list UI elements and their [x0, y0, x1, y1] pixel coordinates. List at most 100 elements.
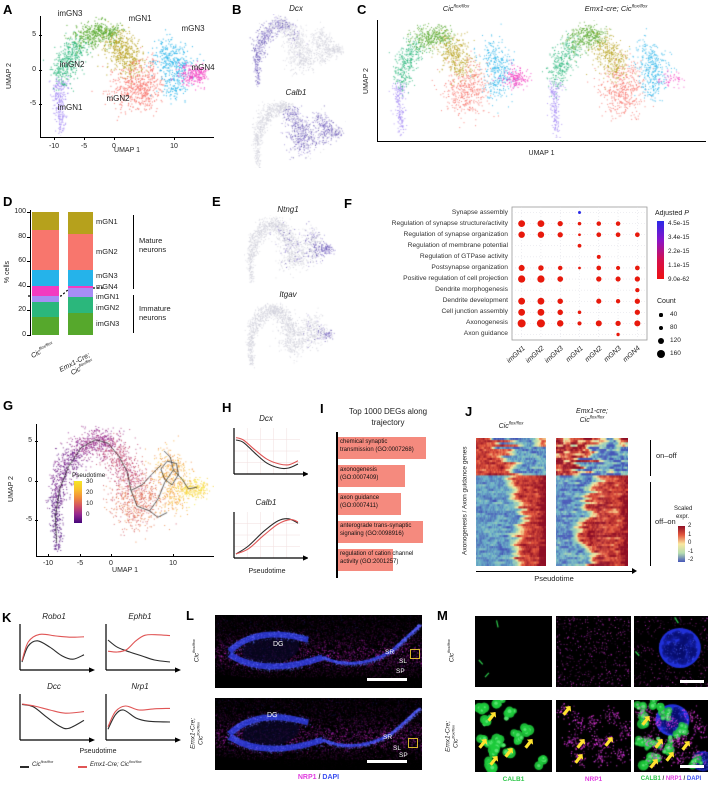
yellow-arrow-glyph	[641, 716, 650, 726]
panel-f-dot-Regulation of synapse structure/activity-imGN1	[518, 220, 526, 228]
panel-j-pseudotime-arrowhead	[632, 568, 637, 574]
panel-m-caption-nrp1: NRP1	[556, 776, 631, 783]
panel-l-hippocampus-control	[215, 615, 422, 688]
panel-k-x-axis-label: Pseudotime	[79, 748, 117, 755]
caption-nrp1: NRP1	[297, 774, 317, 781]
yellow-arrow-icon	[576, 739, 585, 749]
panel-d-y-axis-label: % cells	[3, 260, 11, 284]
panel-e-gene-title-itgav: Itgav	[279, 290, 297, 299]
curve-mutant	[235, 437, 299, 466]
panel-j-offon-bracket	[650, 482, 651, 566]
panel-g-xtick--5: -5	[76, 560, 84, 567]
yellow-arrow-icon	[649, 758, 659, 769]
caption-dapi: DAPI	[322, 774, 340, 781]
panel-f-term-0: Synapse assembly	[451, 208, 508, 216]
panel-f-dot-Regulation of synapse organization-mGN2	[596, 232, 602, 238]
curve-control	[21, 640, 85, 663]
panel-d-bar-1	[68, 212, 93, 335]
yellow-arrow-icon	[603, 736, 613, 747]
panel-d-segment-label-imGN1: imGN1	[96, 292, 120, 301]
panel-c-x-axis	[377, 141, 706, 142]
panel-b-dcx-feature-plot	[246, 14, 346, 88]
panel-f-count-dot-120	[657, 337, 665, 345]
panel-f-adjp-tick-0: 4.5e-15	[668, 220, 690, 227]
panel-f-dot-Dendrite development-mGN4	[634, 298, 641, 304]
panel-d-segment-label-mGN2: mGN2	[96, 247, 118, 256]
x-axis-arrowhead	[175, 737, 181, 743]
curve-control	[107, 709, 171, 730]
caption-calb1: CALB1	[502, 776, 525, 783]
panel-f-dot-Regulation of synapse organization-imGN3	[557, 232, 563, 238]
panel-l-dg-label-2: DG	[267, 712, 278, 719]
curve-control	[21, 703, 85, 730]
i-decor: flox/flox	[631, 3, 648, 9]
caption-slash: /	[316, 774, 323, 781]
caption-nrp1: NRP1	[665, 776, 682, 782]
panel-j-x-axis-label: Pseudotime	[534, 574, 574, 583]
panel-f-term-11: Axon guidance	[463, 330, 508, 338]
panel-j-colorbar-tick-0: 0	[688, 540, 692, 546]
panel-m-control-merge-canvas	[634, 616, 708, 687]
panel-g-xtick-0: 0	[109, 560, 113, 567]
panel-m-control-nrp1	[556, 616, 631, 687]
panel-m-mutant-merge	[634, 700, 708, 772]
yellow-arrow-icon	[478, 739, 487, 749]
yellow-arrow-glyph	[654, 739, 664, 749]
panel-j-colorbar-tick-1: 1	[688, 531, 692, 538]
i-decor: Cic	[620, 4, 632, 13]
panel-g-ytick-5: 5	[28, 437, 32, 444]
panel-f-dot-Dendrite development-mGN2	[596, 298, 602, 304]
panel-j-letter: J	[465, 404, 473, 419]
panel-d-segment-mGN3	[32, 269, 59, 286]
caption-slash: /	[660, 776, 666, 782]
panel-g-ytickmark-1	[35, 481, 38, 482]
caption-slash: /	[681, 776, 687, 782]
panel-f-dot-Dendrite development-mGN3	[615, 299, 621, 304]
panel-d-y-axis	[30, 210, 31, 336]
yellow-arrow-icon	[504, 747, 513, 758]
panel-m-control-calb1-canvas	[475, 616, 552, 687]
panel-j-onoff-label: on–off	[656, 451, 677, 460]
panel-g-pseudotime-umap	[36, 424, 214, 556]
caption-dapi: DAPI	[686, 776, 702, 782]
panel-m-row-label-mutant: Emx1-Cre; Cicflox/flox	[445, 691, 462, 781]
panel-a-cluster-label-mGN3: mGN3	[181, 24, 205, 33]
panel-d-ytickmark-40	[27, 285, 30, 287]
panel-m-scalebar-mutant	[680, 765, 704, 768]
panel-h-dcx-plot	[233, 428, 308, 477]
panel-c-title-control: Cicflox/flox	[400, 4, 512, 14]
panel-k-robo1-plot	[19, 624, 95, 673]
panel-f-dot-Cell junction assembly-imGN3	[557, 309, 563, 316]
yellow-arrow-glyph	[603, 736, 613, 747]
panel-j-heatmap-mutant	[556, 438, 628, 566]
panel-d-segment-imGN3	[32, 316, 59, 335]
panel-f-dot-Cell junction assembly-mGN1	[577, 310, 582, 315]
panel-i-bar-2	[338, 493, 402, 515]
panel-d-ytickmark-80	[27, 236, 30, 238]
panel-a-xtickmark-2	[114, 137, 115, 140]
panel-m-control-merge	[634, 616, 708, 687]
panel-f-dot-Regulation of synapse structure/activity-mGN1	[577, 221, 582, 226]
panel-d-segment-label-mGN4: mGN4	[96, 282, 118, 291]
i-decor: flox/flox	[508, 420, 524, 426]
panel-l-sr-label-2: SR	[383, 734, 393, 741]
panel-d-letter: D	[3, 194, 13, 209]
i-decor: flox/flox	[40, 760, 54, 764]
panel-f-dot-Axon guidance-mGN3	[616, 332, 620, 337]
panel-c-umap-control	[383, 20, 533, 138]
panel-i-title-line1: Top 1000 DEGs along	[348, 407, 428, 416]
sup-decor: flox/flox	[191, 639, 196, 653]
panel-d-mature-label: Mature neurons	[139, 236, 167, 254]
panel-i-bar-label-0: chemical synaptic transmission (GO:000726…	[340, 439, 414, 453]
panel-c-title-mutant: Emx1-cre; Cicflox/flox	[540, 3, 692, 14]
panel-l-sp-label: SP	[396, 668, 405, 675]
panel-a-xtick-0: 0	[112, 143, 116, 150]
panel-d-ytick-0: 0	[22, 331, 26, 338]
yellow-arrow-glyph	[487, 711, 497, 722]
panel-d-ytickmark-100	[27, 212, 30, 213]
yellow-arrow-glyph	[681, 740, 690, 751]
panel-m-mutant-merge-canvas	[634, 700, 708, 772]
x-axis-arrowhead	[303, 555, 308, 561]
panel-f-dot-Positive regulation of cell projection-mGN2	[596, 276, 602, 282]
